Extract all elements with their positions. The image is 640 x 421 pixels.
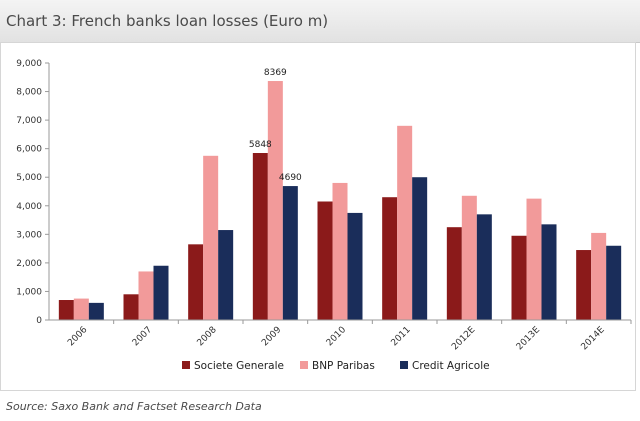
bar (382, 197, 398, 320)
x-tick-label: 2008 (196, 325, 219, 348)
bar (88, 302, 104, 320)
legend-swatch (400, 361, 408, 369)
bar (446, 227, 462, 320)
y-tick-label: 0 (36, 316, 42, 326)
bar (591, 232, 607, 320)
y-tick-label: 4,000 (16, 202, 42, 212)
bar (511, 235, 527, 320)
x-axis: 2006 2007 2008 2009 2010 2011 2012E 2013E 2014E (49, 319, 632, 353)
bar (317, 201, 333, 320)
bar (73, 298, 89, 320)
x-tick-label: 2006 (66, 325, 89, 348)
bar (218, 230, 234, 320)
source-note: Source: Saxo Bank and Factset Research D… (6, 400, 262, 413)
chart-header: Chart 3: French banks loan losses (Euro … (0, 0, 640, 43)
bar (252, 153, 268, 320)
chart-title: Chart 3: French banks loan losses (Euro … (6, 12, 329, 30)
y-tick-label: 3,000 (16, 230, 42, 240)
bar (606, 245, 622, 320)
data-labels: 5848 8369 4690 (249, 68, 302, 183)
y-tick-label: 1,000 (16, 287, 42, 297)
bar (526, 198, 542, 320)
y-tick-label: 5,000 (16, 173, 42, 183)
y-tick-label: 8,000 (16, 88, 42, 98)
bar (58, 300, 74, 320)
y-tick-label: 7,000 (16, 116, 42, 126)
bar (576, 250, 592, 320)
bar (397, 125, 413, 320)
bar (138, 271, 154, 320)
data-label: 8369 (264, 68, 287, 78)
legend: Societe Generale BNP Paribas Credit Agrico… (182, 360, 490, 372)
y-tick-label: 6,000 (16, 145, 42, 155)
chart-area: 0 1,000 2,000 3,000 4,000 5,000 6,000 7,000 8,00… (0, 42, 636, 391)
bars (58, 81, 622, 320)
x-tick-label: 2007 (131, 325, 154, 348)
bar (282, 186, 298, 320)
legend-label: BNP Paribas (312, 360, 375, 372)
legend-swatch (300, 361, 308, 369)
bar (347, 212, 363, 320)
x-tick-label: 2011 (390, 325, 413, 348)
bar-chart: 0 1,000 2,000 3,000 4,000 5,000 6,000 7,000 8,00… (16, 59, 632, 372)
bar (153, 265, 169, 320)
legend-label: Credit Agricole (412, 360, 490, 372)
bar (541, 224, 557, 320)
legend-label: Societe Generale (194, 360, 284, 372)
y-axis: 0 1,000 2,000 3,000 4,000 5,000 6,000 7,000 8,00… (16, 59, 50, 326)
bar (476, 214, 492, 320)
bar (267, 81, 283, 320)
data-label: 5848 (249, 140, 272, 150)
x-tick-label: 2009 (260, 325, 283, 348)
bar (461, 195, 477, 320)
x-tick-label: 2012E (450, 325, 478, 353)
data-label: 4690 (279, 173, 302, 183)
x-tick-label: 2010 (325, 325, 348, 348)
bar (203, 155, 219, 320)
legend-swatch (182, 361, 190, 369)
bar (332, 182, 348, 320)
bar (123, 294, 139, 320)
y-tick-label: 2,000 (16, 259, 42, 269)
y-tick-label: 9,000 (16, 59, 42, 69)
x-tick-label: 2013E (515, 325, 543, 353)
x-tick-label: 2014E (579, 325, 607, 353)
bar (412, 177, 428, 320)
bar (188, 244, 204, 320)
